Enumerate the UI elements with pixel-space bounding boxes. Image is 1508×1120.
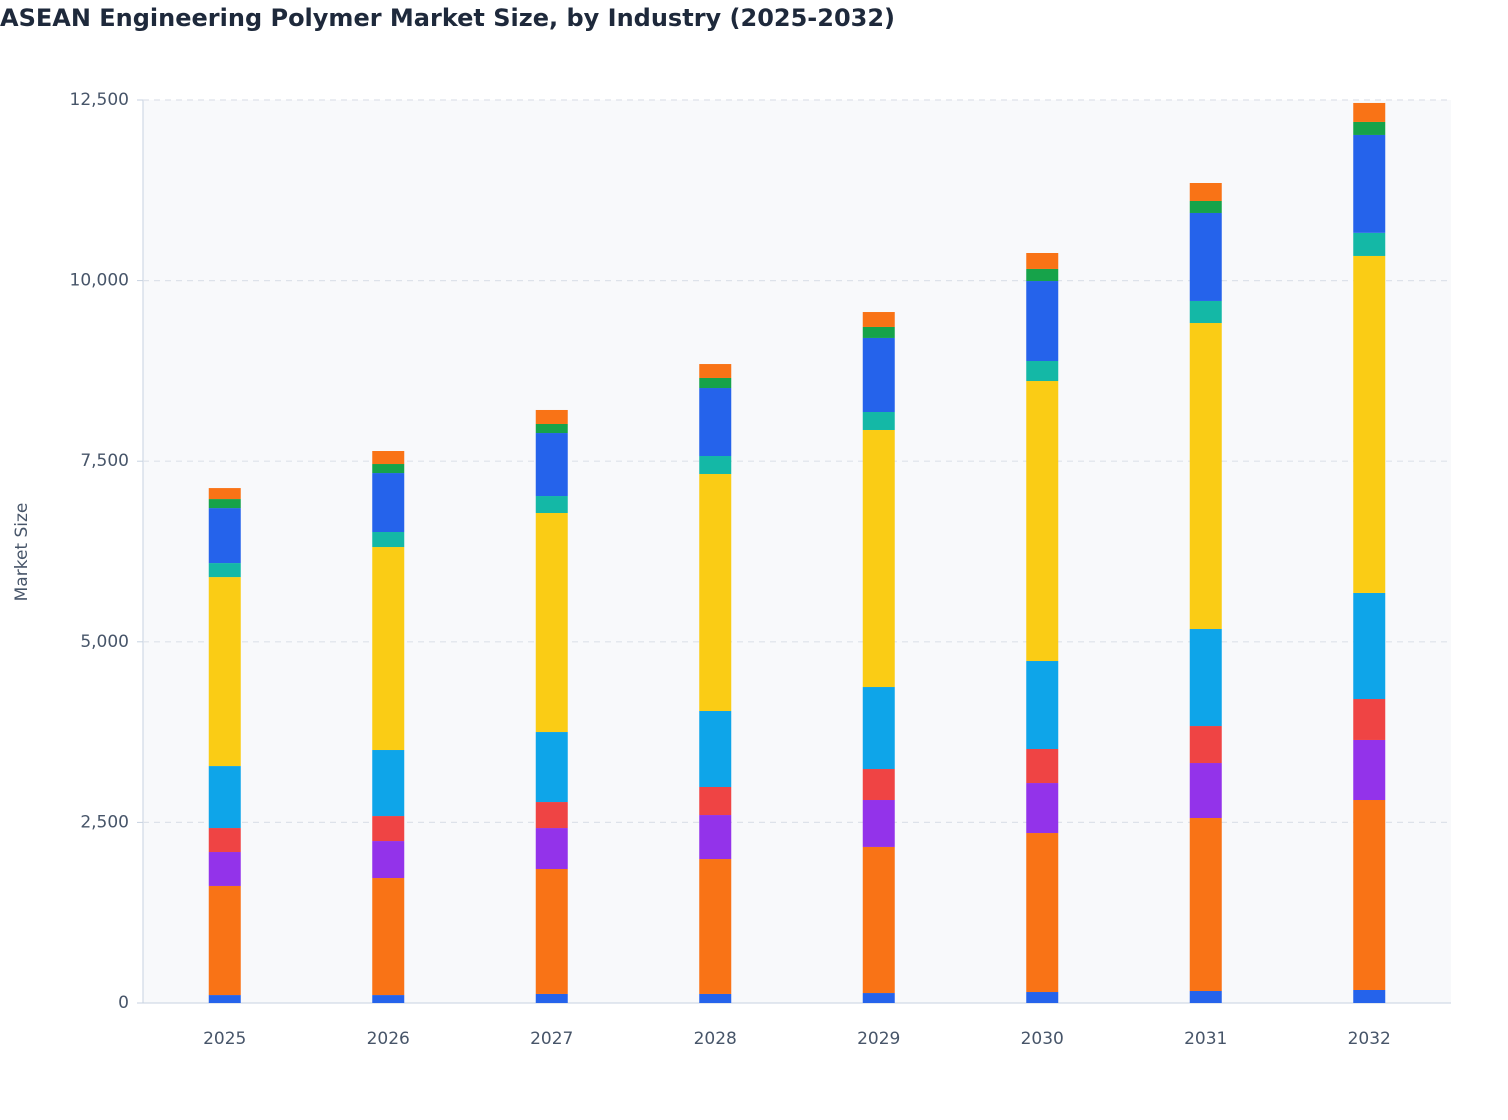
x-tick-label: 2032 <box>1348 1029 1391 1049</box>
bar-segment <box>699 993 732 1003</box>
bar-segment <box>1026 381 1059 662</box>
bar-segment <box>372 464 405 474</box>
bar-segment <box>699 473 732 712</box>
bar-segment <box>1189 629 1222 727</box>
x-tick-label: 2027 <box>530 1029 573 1049</box>
chart-title: ASEAN Engineering Polymer Market Size, b… <box>0 4 895 32</box>
bar-segment <box>208 499 241 509</box>
bar-segment <box>862 769 895 801</box>
bar-segment <box>372 816 405 842</box>
bar-segment <box>1189 200 1222 213</box>
y-tick-label: 10,000 <box>70 271 129 291</box>
bar-segment <box>699 815 732 860</box>
x-tick-label: 2030 <box>1021 1029 1064 1049</box>
bar-segment <box>699 455 732 474</box>
bar-segment <box>1189 323 1222 630</box>
bar-segment <box>535 993 568 1003</box>
bar-segment <box>535 409 568 424</box>
plot-area <box>143 100 1451 1003</box>
bar-segment <box>862 846 895 994</box>
bar-segment <box>1353 134 1386 233</box>
bar-segment <box>1353 232 1386 256</box>
x-tick-label: 2028 <box>694 1029 737 1049</box>
bar-segment <box>1026 992 1059 1003</box>
bar-segment <box>1353 989 1386 1003</box>
bar-segment <box>372 841 405 879</box>
x-tick-label: 2026 <box>367 1029 410 1049</box>
bar-segment <box>699 711 732 788</box>
bar-segment <box>372 473 405 532</box>
bar-segment <box>1189 991 1222 1003</box>
bar-segment <box>208 852 241 886</box>
bar-segment <box>208 508 241 564</box>
bar-segment <box>699 388 732 456</box>
bar-segment <box>1353 121 1386 135</box>
bar-segment <box>699 859 732 994</box>
bar-segment <box>372 750 405 817</box>
bar-segment <box>535 868 568 994</box>
bar-segment <box>372 451 405 465</box>
bar-segment <box>535 732 568 803</box>
bar-segment <box>208 995 241 1003</box>
bar-segment <box>1353 739 1386 801</box>
bar-segment <box>862 337 895 413</box>
bar-segment <box>535 496 568 513</box>
bar-segment <box>1353 102 1386 122</box>
bar-segment <box>372 878 405 996</box>
bar-segment <box>208 488 241 500</box>
bar-segment <box>208 885 241 996</box>
bar-segment <box>1189 183 1222 201</box>
bar-segment <box>535 512 568 733</box>
y-tick-label: 12,500 <box>70 90 129 110</box>
bar-segment <box>1189 763 1222 818</box>
bar-segment <box>699 377 732 389</box>
bar-segment <box>372 547 405 751</box>
y-axis-label: Market Size <box>12 503 32 602</box>
bar-segment <box>1026 749 1059 784</box>
bar-segment <box>535 802 568 829</box>
bar-segment <box>862 993 895 1003</box>
bar-segment <box>535 828 568 869</box>
bar-segment <box>535 433 568 497</box>
bar-segment <box>1026 281 1059 362</box>
bar-segment <box>862 687 895 770</box>
bar-segment <box>208 563 241 578</box>
bar-segment <box>1026 361 1059 382</box>
bar-segment <box>862 800 895 847</box>
x-tick-label: 2031 <box>1184 1029 1227 1049</box>
x-tick-label: 2025 <box>203 1029 246 1049</box>
y-tick-label: 7,500 <box>80 451 129 471</box>
bar-segment <box>862 412 895 430</box>
bar-segment <box>1353 699 1386 740</box>
bar-segment <box>1026 783 1059 834</box>
bar-segment <box>862 429 895 688</box>
bar-segment <box>1189 300 1222 324</box>
bar-segment <box>1189 817 1222 992</box>
bar-segment <box>1026 833 1059 993</box>
bar-segment <box>1353 800 1386 990</box>
bar-segment <box>1026 268 1059 282</box>
y-tick-label: 2,500 <box>80 812 129 832</box>
bar-segment <box>372 531 405 548</box>
y-tick-label: 0 <box>118 993 129 1013</box>
bar-segment <box>699 364 732 378</box>
bar-segment <box>1353 255 1386 593</box>
bar-segment <box>1189 212 1222 301</box>
bar-segment <box>208 766 241 829</box>
bar-segment <box>372 995 405 1003</box>
y-tick-label: 5,000 <box>80 632 129 652</box>
x-tick-label: 2029 <box>857 1029 900 1049</box>
bar-segment <box>535 423 568 434</box>
bar-segment <box>1026 661 1059 750</box>
bar-segment <box>1353 592 1386 700</box>
bar-segment <box>1189 726 1222 764</box>
bar-segment <box>862 312 895 327</box>
bar-segment <box>862 326 895 338</box>
bar-segment <box>1026 253 1059 269</box>
bar-segment <box>699 787 732 816</box>
bar-segment <box>208 828 241 853</box>
bar-segment <box>208 577 241 767</box>
